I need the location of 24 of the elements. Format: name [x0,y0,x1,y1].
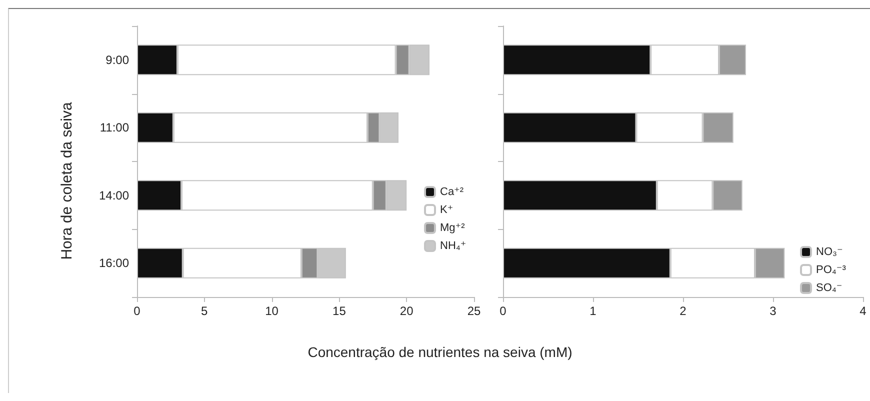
legend-label: PO₄⁻³ [816,264,846,276]
x-tick-label: 25 [467,304,481,318]
y-tick-label: 14:00 [98,188,130,202]
legend-label: Ca⁺² [440,186,464,198]
x-tick-label: 1 [590,304,597,318]
y-tick-label: 11:00 [100,120,130,135]
y-tick-label: 16:00 [98,256,130,270]
x-tick-label: 20 [400,304,414,318]
y-tick-label: 9:00 [106,52,130,67]
legend-label: NH₄⁺ [440,240,466,252]
y-axis-title: Hora de coleta da seiva [58,102,76,260]
legend-label: SO₄⁻ [816,282,842,294]
x-axis-title: Concentração de nutrientes na seiva (mM) [306,344,574,360]
legend-label: Mg⁺² [440,222,466,234]
legend-label: NO₃⁻ [816,246,843,258]
x-tick-label: 0 [500,304,507,318]
x-tick-label: 5 [201,304,208,318]
legend-label: K⁺ [440,204,454,216]
x-tick-label: 3 [770,304,777,318]
x-tick-label: 2 [680,304,687,318]
x-tick-label: 4 [860,304,867,318]
x-tick-label: 10 [265,304,279,318]
x-tick-label: 15 [332,304,346,318]
x-tick-label: 0 [134,304,141,318]
